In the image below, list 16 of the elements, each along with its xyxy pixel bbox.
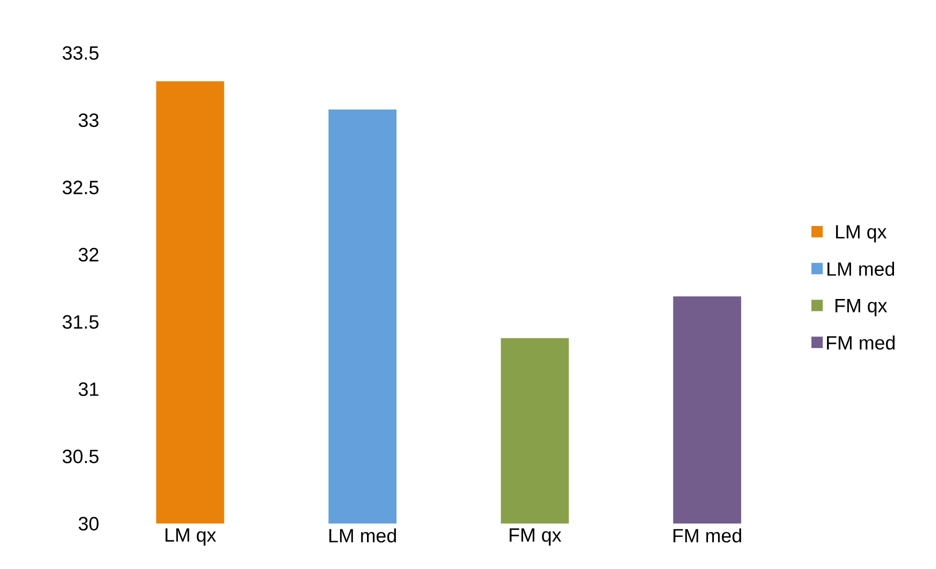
y-tick-label: 33 bbox=[78, 113, 98, 128]
y-tick-label: 31.5 bbox=[62, 315, 98, 329]
x-tick-label: LM med bbox=[329, 528, 396, 542]
legend-label: LM med bbox=[828, 262, 894, 276]
x-tick-label: FM qx bbox=[510, 528, 562, 546]
y-tick-label: 30.5 bbox=[62, 450, 98, 464]
y-tick-label: 30 bbox=[78, 516, 99, 530]
legend-label: FM med bbox=[827, 336, 895, 350]
y-tick-label: 33.5 bbox=[62, 46, 98, 60]
legend-label: FM qx bbox=[836, 298, 888, 316]
legend-label: LM qx bbox=[836, 225, 887, 242]
y-tick-label: 32.5 bbox=[62, 180, 98, 194]
x-tick-label: FM med bbox=[674, 528, 742, 542]
x-tick-label: LM qx bbox=[166, 528, 216, 546]
y-tick-label: 31 bbox=[78, 382, 98, 396]
y-tick-label: 32 bbox=[78, 248, 98, 262]
